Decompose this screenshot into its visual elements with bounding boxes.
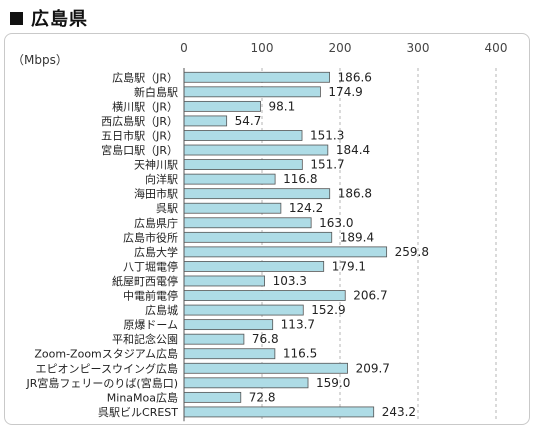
- chart-panel: [4, 33, 530, 425]
- x-tick-label: 100: [251, 41, 274, 55]
- category-label: 広島市役所: [123, 230, 178, 244]
- bar: [183, 348, 276, 360]
- category-label: 呉駅: [156, 202, 178, 215]
- category-label: 紙屋町西電停: [112, 274, 178, 288]
- data-label: 186.6: [338, 70, 372, 84]
- category-label: 新白島駅: [134, 85, 178, 99]
- data-label: 159.0: [316, 376, 350, 390]
- category-label: 広島県庁: [134, 216, 178, 230]
- bar: [183, 304, 304, 316]
- data-label: 259.8: [395, 245, 429, 259]
- bar: [183, 188, 331, 200]
- category-label: 広島駅（JR）: [112, 70, 178, 84]
- data-label: 98.1: [269, 99, 296, 113]
- category-labels: 広島駅（JR）新白島駅横川駅（JR）西広島駅（JR）五日市駅（JR）宮島口駅（J…: [26, 70, 179, 419]
- bar: [183, 144, 329, 156]
- bar: [183, 333, 245, 345]
- data-label: 206.7: [353, 289, 387, 303]
- bar: [183, 231, 333, 243]
- x-tick-label: 200: [329, 41, 352, 55]
- category-label: 八丁堀電停: [123, 259, 178, 273]
- category-label: 呉駅ビルCREST: [98, 406, 178, 419]
- data-label: 151.3: [310, 128, 344, 142]
- data-label: 113.7: [281, 318, 315, 332]
- data-label: 189.4: [340, 230, 374, 244]
- bar: [183, 100, 261, 112]
- category-label: 宮島口駅（JR）: [101, 143, 178, 157]
- category-label: 天神川駅: [134, 158, 178, 172]
- data-label: 179.1: [332, 259, 366, 273]
- data-label: 163.0: [319, 216, 353, 230]
- data-label: 184.4: [336, 143, 370, 157]
- bar: [183, 86, 321, 98]
- data-label: 76.8: [252, 332, 279, 346]
- bar: [183, 319, 274, 331]
- bar: [183, 71, 330, 83]
- category-label: エピオンピースウイング広島: [36, 361, 178, 375]
- bar: [183, 173, 276, 185]
- black-square-icon: [10, 11, 23, 25]
- bar: [183, 362, 348, 374]
- category-label: 海田市駅: [134, 187, 178, 201]
- category-label: 五日市駅（JR）: [101, 128, 178, 142]
- data-label: 54.7: [235, 114, 262, 128]
- x-tick-label: 300: [407, 41, 430, 55]
- category-label: 平和記念公園: [112, 332, 178, 346]
- bar: [183, 391, 242, 403]
- category-label: 中電前電停: [123, 289, 178, 303]
- data-label: 174.9: [328, 85, 362, 99]
- data-label: 103.3: [273, 274, 307, 288]
- data-label: 151.7: [310, 158, 344, 172]
- category-label: MinaMoa広島: [107, 390, 178, 404]
- data-label: 72.8: [249, 390, 276, 404]
- data-label: 186.8: [338, 187, 372, 201]
- bar: [183, 377, 309, 389]
- bar: [183, 130, 303, 141]
- data-label: 116.8: [283, 172, 317, 186]
- category-label: 西広島駅（JR）: [101, 114, 178, 128]
- category-label: 横川駅（JR）: [112, 99, 178, 113]
- bar: [183, 275, 265, 287]
- data-label: 124.2: [289, 201, 323, 215]
- bar: [183, 202, 282, 214]
- category-label: 広島城: [145, 303, 178, 317]
- x-tick-label: 0: [180, 41, 188, 55]
- page-title: 広島県: [31, 9, 88, 30]
- x-axis-ticks: 0 100 200 300 400: [180, 41, 507, 55]
- gridlines: [261, 68, 497, 422]
- page-header: 広島県: [4, 5, 88, 31]
- data-label: 152.9: [311, 303, 345, 317]
- bar: [183, 217, 312, 229]
- x-tick-label: 400: [485, 41, 508, 55]
- category-label: 原爆ドーム: [123, 318, 178, 332]
- bar: [183, 406, 375, 418]
- bar: [183, 261, 325, 272]
- data-label: 116.5: [283, 347, 317, 361]
- bar: [183, 246, 388, 258]
- bar: [183, 159, 303, 170]
- category-label: Zoom-Zoomスタジアム広島: [34, 347, 178, 361]
- category-label: 向洋駅: [145, 172, 178, 186]
- category-label: 広島大学: [134, 245, 178, 259]
- category-label: JR宮島フェリーのりば(宮島口): [26, 376, 178, 390]
- data-label: 209.7: [356, 361, 390, 375]
- bar: [183, 115, 228, 127]
- data-label: 243.2: [382, 405, 416, 419]
- unit-label: （Mbps）: [12, 53, 68, 67]
- bar: [183, 290, 346, 301]
